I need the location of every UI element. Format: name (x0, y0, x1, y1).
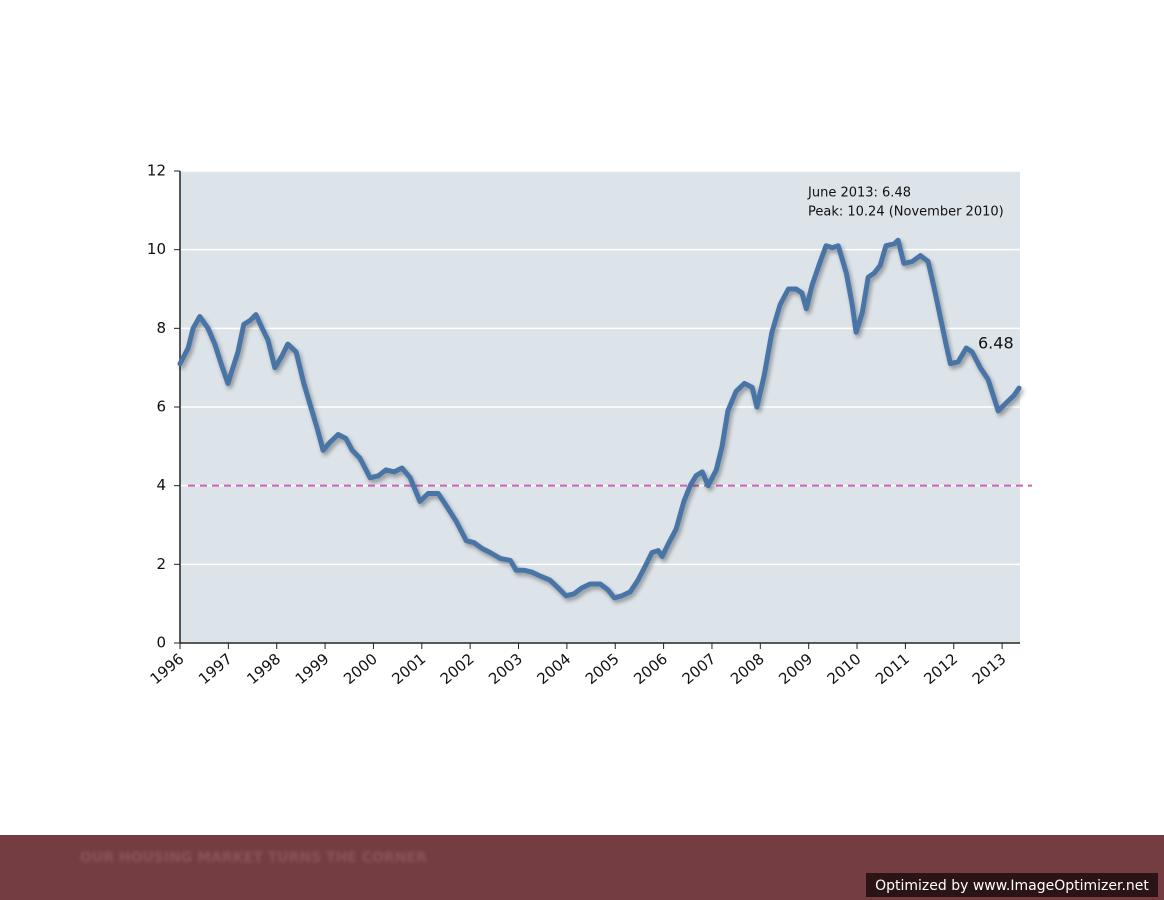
annotation: 6.48 (978, 334, 1014, 353)
x-tick-label: 2000 (340, 650, 381, 688)
x-tick-label: 1997 (195, 650, 236, 688)
y-tick-label: 8 (156, 319, 166, 337)
y-tick-label: 10 (147, 240, 166, 258)
badge-text: Optimized by www.ImageOptimizer.net (875, 878, 1149, 894)
footer-title: OUR HOUSING MARKET TURNS THE CORNER (80, 850, 427, 866)
x-tick-label: 2013 (969, 650, 1010, 688)
x-tick-label: 2004 (534, 650, 575, 688)
annotation: Peak: 10.24 (November 2010) (808, 205, 1004, 220)
y-tick-label: 4 (156, 476, 166, 494)
y-tick-label: 6 (156, 398, 166, 416)
x-tick-label: 1999 (292, 650, 333, 688)
x-tick-label: 2007 (679, 650, 720, 688)
x-tick-label: 2003 (485, 650, 526, 688)
y-tick-label: 12 (147, 162, 166, 180)
x-tick-label: 2005 (582, 650, 623, 688)
annotation: June 2013: 6.48 (807, 186, 911, 201)
x-tick-label: 1996 (147, 650, 188, 688)
x-tick-label: 2009 (775, 650, 816, 688)
x-tick-label: 2006 (630, 650, 671, 688)
x-tick-label: 2012 (920, 650, 961, 688)
x-tick-label: 2010 (824, 650, 865, 688)
data-line (177, 237, 1022, 601)
y-tick-label: 2 (156, 555, 166, 573)
x-tick-label: 2002 (437, 650, 478, 688)
x-tick-label: 1998 (243, 650, 284, 688)
x-tick-label: 2008 (727, 650, 768, 688)
badge (866, 873, 1158, 897)
x-tick-label: 2011 (872, 650, 913, 688)
x-tick-label: 2001 (388, 650, 429, 688)
y-tick-label: 0 (156, 634, 166, 652)
